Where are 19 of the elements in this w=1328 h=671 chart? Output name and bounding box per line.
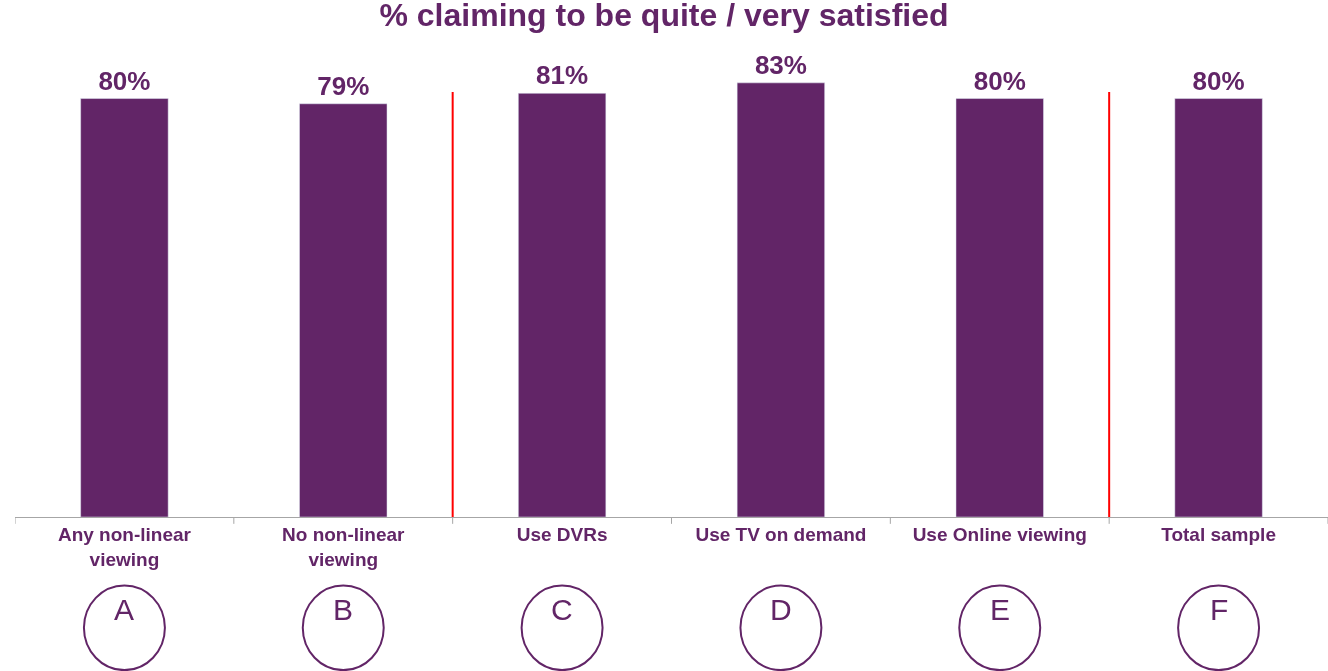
x-tick-label: Any non-linear viewing	[57, 523, 192, 570]
data-label: 80%	[1192, 65, 1245, 96]
data-label: 83%	[754, 49, 807, 80]
data-label: 80%	[973, 65, 1026, 96]
x-tick-label: Total sample	[1161, 523, 1276, 545]
x-tick-label: No non-linear viewing	[282, 523, 406, 570]
data-label: 81%	[536, 60, 589, 91]
text: A	[114, 593, 135, 626]
x-tick-label: Use Online viewing	[912, 523, 1087, 545]
text: B	[333, 593, 354, 626]
text: F	[1210, 593, 1229, 626]
text: D	[770, 593, 792, 626]
text: E	[990, 593, 1011, 626]
data-label: 80%	[98, 65, 151, 96]
chart-title: % claiming to be quite / very satisfied	[379, 0, 949, 33]
x-tick-label: Use DVRs	[516, 523, 608, 545]
data-label: 79%	[317, 70, 370, 101]
text: C	[551, 593, 573, 626]
x-tick-label: Use TV on demand	[695, 523, 867, 545]
